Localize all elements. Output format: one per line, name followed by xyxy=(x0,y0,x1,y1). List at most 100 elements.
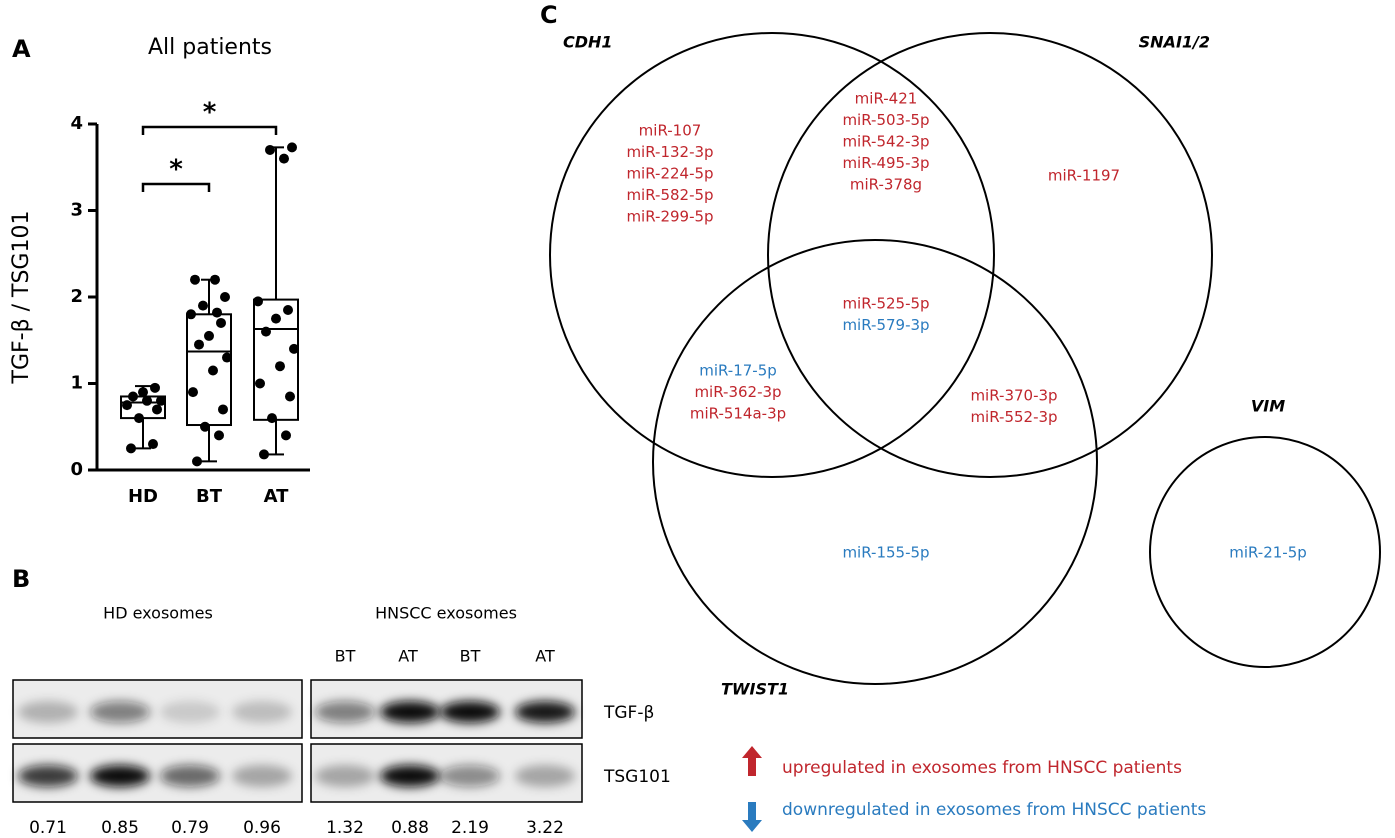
ratio: 2.19 xyxy=(451,818,489,838)
mirna-label: miR-362-3p xyxy=(694,383,781,401)
panel-label: A xyxy=(12,35,31,63)
data-point xyxy=(212,307,222,318)
data-point xyxy=(198,300,208,311)
venn-circle xyxy=(652,239,1098,685)
ratio: 0.85 xyxy=(101,818,139,838)
group-label: HNSCC exosomes xyxy=(375,604,517,623)
mirna-label: miR-155-5p xyxy=(842,544,929,562)
mirna-label: miR-107 xyxy=(639,122,702,140)
band xyxy=(315,701,375,723)
band xyxy=(440,701,500,723)
ratio: 3.22 xyxy=(526,818,564,838)
band xyxy=(380,701,440,723)
lane-label: AT xyxy=(398,647,418,666)
y-tick-label: 4 xyxy=(70,113,83,134)
band xyxy=(160,765,220,787)
data-point xyxy=(186,309,196,320)
data-point xyxy=(210,274,220,285)
set-label: VIM xyxy=(1251,397,1285,416)
data-point xyxy=(222,352,232,363)
band xyxy=(440,765,500,787)
ratio: 0.96 xyxy=(243,818,281,838)
mirna-label: miR-370-3p xyxy=(970,387,1057,405)
mirna-label: miR-1197 xyxy=(1048,167,1120,185)
data-point xyxy=(152,404,162,415)
data-point xyxy=(122,400,132,411)
significance-label: * xyxy=(203,98,217,128)
significance-bracket xyxy=(141,182,211,192)
data-point xyxy=(265,144,275,155)
data-point xyxy=(253,296,263,307)
mirna-label: miR-421 xyxy=(855,90,918,108)
legend-label: downregulated in exosomes from HNSCC pat… xyxy=(782,800,1206,820)
data-point xyxy=(156,395,166,406)
data-point xyxy=(218,404,228,415)
set-label: CDH1 xyxy=(563,33,613,52)
data-point xyxy=(190,274,200,285)
data-point xyxy=(214,430,224,441)
mirna-label: miR-299-5p xyxy=(626,208,713,226)
chart-title: All patients xyxy=(148,35,272,60)
mirna-label: miR-525-5p xyxy=(842,295,929,313)
data-point xyxy=(283,304,293,315)
data-point xyxy=(285,391,295,402)
band xyxy=(380,765,440,787)
row-label: TSG101 xyxy=(603,767,671,787)
band xyxy=(515,765,575,787)
data-point xyxy=(192,456,202,467)
significance-label: * xyxy=(169,155,183,185)
data-point xyxy=(271,313,281,324)
band xyxy=(515,701,575,723)
mirna-label: miR-21-5p xyxy=(1229,544,1307,562)
set-label: SNAI1/2 xyxy=(1139,33,1210,52)
band xyxy=(90,701,150,723)
band xyxy=(18,765,78,787)
x-tick-label: BT xyxy=(196,486,223,507)
data-point xyxy=(138,387,148,398)
band xyxy=(232,765,292,787)
panel-label: B xyxy=(12,565,30,593)
venn-circle xyxy=(549,32,995,478)
ratio: 0.71 xyxy=(29,818,67,838)
y-tick-label: 0 xyxy=(70,459,83,480)
data-point xyxy=(150,382,160,393)
x-tick-label: AT xyxy=(264,486,290,507)
ratio: 0.79 xyxy=(171,818,209,838)
group-label: HD exosomes xyxy=(103,604,213,623)
significance-bracket xyxy=(141,125,278,135)
mirna-label: miR-542-3p xyxy=(842,133,929,151)
y-axis-label: TGF-β / TSG101 xyxy=(9,211,34,385)
data-point xyxy=(259,449,269,460)
ratio: 0.88 xyxy=(391,818,429,838)
data-point xyxy=(289,343,299,354)
data-point xyxy=(148,439,158,450)
band xyxy=(232,701,292,723)
mirna-label: miR-17-5p xyxy=(699,362,777,380)
y-tick-label: 3 xyxy=(70,200,83,221)
legend-arrow xyxy=(742,802,762,832)
data-point xyxy=(142,395,152,406)
set-label: TWIST1 xyxy=(721,680,789,699)
mirna-label: miR-579-3p xyxy=(842,316,929,334)
data-point xyxy=(216,317,226,328)
mirna-label: miR-132-3p xyxy=(626,143,713,161)
row-label: TGF-β xyxy=(603,703,654,723)
mirna-label: miR-224-5p xyxy=(626,165,713,183)
data-point xyxy=(208,365,218,376)
data-point xyxy=(194,339,204,350)
venn-circle xyxy=(767,32,1213,478)
lane-label: BT xyxy=(335,647,356,666)
panel-label: C xyxy=(540,1,558,29)
data-point xyxy=(255,378,265,389)
mirna-label: miR-378g xyxy=(850,176,922,194)
data-point xyxy=(287,142,297,153)
mirna-label: miR-514a-3p xyxy=(690,405,786,423)
venn-circle xyxy=(1149,436,1381,668)
data-point xyxy=(126,443,136,454)
band xyxy=(315,765,375,787)
mirna-label: miR-495-3p xyxy=(842,154,929,172)
band xyxy=(18,701,78,723)
data-point xyxy=(261,326,271,337)
data-point xyxy=(281,430,291,441)
